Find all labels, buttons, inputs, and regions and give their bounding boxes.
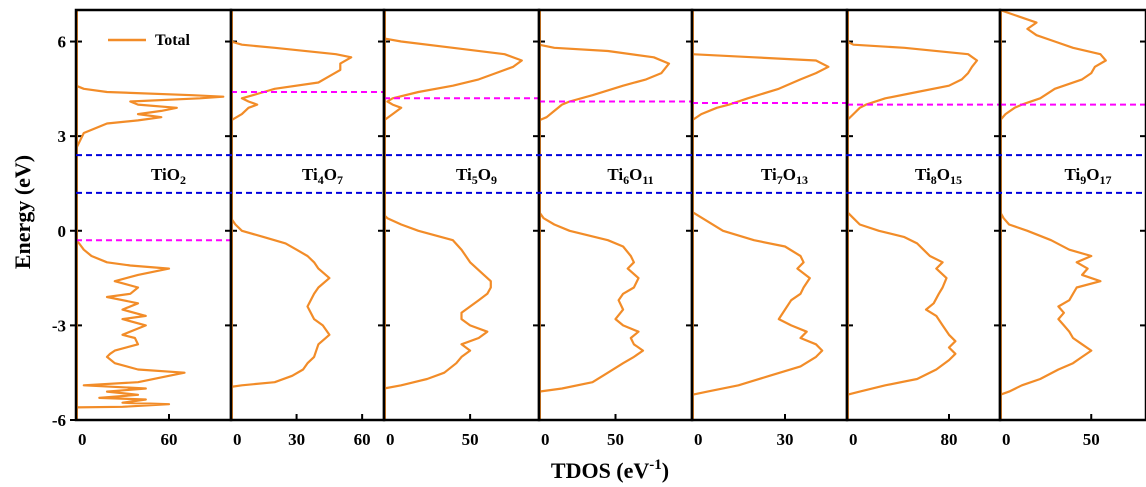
panel-label-part: Ti — [1065, 165, 1081, 184]
x-tick-label: 50 — [607, 430, 624, 449]
conduction-dos-curve — [846, 40, 979, 122]
panel: Ti6O11 0 50 — [537, 8, 694, 449]
panel: Ti5O9 0 50 — [382, 8, 541, 449]
panel-frame — [537, 8, 694, 422]
panel-label: Ti6O11 — [607, 165, 653, 187]
conduction-dos-curve — [75, 84, 225, 150]
x-tick-label: 0 — [849, 430, 858, 449]
panel-label-sub: 11 — [642, 173, 653, 187]
panel-label-sub: 4 — [318, 173, 324, 187]
panel-frame — [690, 8, 849, 422]
valence-dos-curve — [691, 210, 824, 396]
panel-label: Ti8O15 — [915, 165, 962, 187]
x-tick-label: 0 — [541, 430, 550, 449]
conduction-dos-curve — [230, 40, 353, 122]
panel-label-part: TiO — [151, 165, 180, 184]
x-tick-label: 60 — [161, 430, 178, 449]
panel-label-sub: 9 — [491, 173, 497, 187]
panel-label-part: Ti — [915, 165, 931, 184]
panel-label-part: O — [783, 165, 796, 184]
y-axis-ticks: 6 3 0 -3 -6 — [52, 33, 76, 430]
panel-frame — [74, 8, 233, 422]
panel-label-part: Ti — [302, 165, 318, 184]
x-axis-label: TDOS (eV-1) — [551, 457, 669, 483]
x-tick-label: 30 — [288, 430, 305, 449]
panel-label: Ti5O9 — [456, 165, 497, 187]
y-axis-label: Energy (eV) — [10, 155, 35, 269]
y-tick-label: 6 — [58, 33, 67, 52]
panel-label: TiO2 — [151, 165, 186, 187]
x-tick-label: 50 — [1083, 430, 1100, 449]
panel-label-part: Ti — [607, 165, 623, 184]
x-axis-label-main: TDOS (eV — [551, 458, 650, 483]
valence-dos-curve — [383, 214, 492, 390]
conduction-dos-curve — [383, 37, 523, 122]
panel: Ti8O15 0 80 — [845, 8, 1002, 449]
panel-label: Ti4O7 — [302, 165, 343, 187]
panel: Ti7O13 0 30 — [690, 8, 849, 449]
panel: Ti4O7 0 30 60 — [229, 8, 386, 449]
conduction-dos-curve — [538, 43, 671, 122]
panel-frame — [229, 8, 386, 422]
panel-label-sub: 8 — [931, 173, 937, 187]
panel-label-sub: 13 — [796, 173, 808, 187]
panel-label-part: O — [937, 165, 950, 184]
panel-label-sub: 7 — [337, 173, 343, 187]
panel-label-part: O — [1086, 165, 1099, 184]
panel-label-part: Ti — [456, 165, 472, 184]
panel-label-sub: 15 — [950, 173, 962, 187]
x-axis-label-close: ) — [662, 458, 669, 483]
legend-label: Total — [155, 32, 191, 49]
x-tick-label: 0 — [694, 430, 703, 449]
x-tick-label: 30 — [777, 430, 794, 449]
x-tick-label: 0 — [1002, 430, 1011, 449]
panel-label-sub: 9 — [1080, 173, 1086, 187]
panel: TiO2 0 60 — [74, 8, 233, 449]
y-tick-label: 0 — [58, 222, 67, 241]
panel-frame — [845, 8, 1002, 422]
valence-dos-curve — [999, 211, 1102, 396]
valence-dos-curve — [846, 211, 957, 396]
x-tick-label: 0 — [233, 430, 242, 449]
valence-dos-curve — [538, 211, 645, 393]
x-axis-label-sup: -1 — [649, 457, 662, 473]
panel-label: Ti7O13 — [761, 165, 808, 187]
x-tick-label: 0 — [78, 430, 87, 449]
panel-label-sub: 5 — [472, 173, 478, 187]
x-tick-label: 50 — [462, 430, 479, 449]
panel-label-part: O — [629, 165, 642, 184]
panel-label-sub: 6 — [623, 173, 629, 187]
x-tick-label: 0 — [386, 430, 395, 449]
y-tick-label: -6 — [52, 411, 66, 430]
valence-dos-curve — [75, 239, 186, 409]
x-tick-label: 80 — [941, 430, 958, 449]
panel-label-sub: 2 — [180, 173, 186, 187]
legend: Total — [108, 32, 191, 49]
y-tick-label: 3 — [58, 127, 67, 146]
panel-label-part: O — [324, 165, 337, 184]
x-tick-label: 60 — [354, 430, 371, 449]
panel-label-part: O — [478, 165, 491, 184]
y-tick-label: -3 — [52, 316, 66, 335]
panel-label-sub: 17 — [1100, 173, 1112, 187]
conduction-dos-curve — [691, 53, 830, 122]
panel-label-part: Ti — [761, 165, 777, 184]
panel-label: Ti9O17 — [1065, 165, 1112, 187]
valence-dos-curve — [230, 217, 331, 388]
panel-label-sub: 7 — [777, 173, 783, 187]
panel: Ti9O17 0 50 — [998, 8, 1146, 449]
panel-frame — [998, 8, 1146, 422]
